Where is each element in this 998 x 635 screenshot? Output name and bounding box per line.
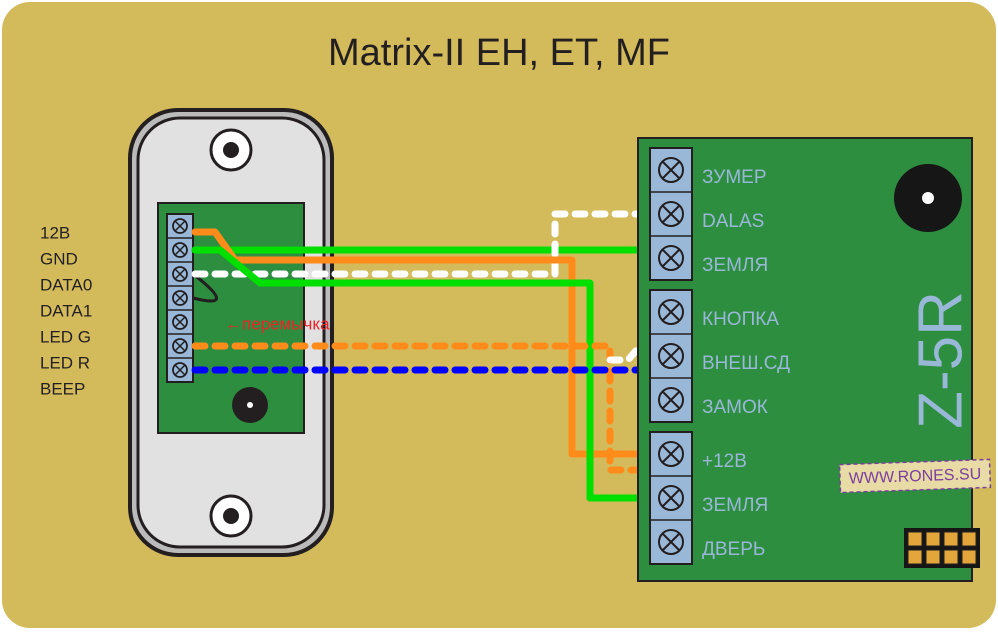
controller-pin-label: ВНЕШ.СД [702,353,790,374]
controller-pin-label: ЗЕМЛЯ [702,255,768,276]
controller-pin-label: ЗАМОК [702,397,768,418]
diagram-title: Matrix-II EH, ET, MF [328,32,670,74]
controller-pin-label: +12B [702,451,747,472]
pin-label: GND [40,249,78,268]
watermark: WWW.RONES.SU [840,459,991,492]
pin-label: BEEP [40,379,85,398]
controller-pin-label: ДВЕРЬ [702,539,765,560]
pin-label: DATA0 [40,275,92,294]
pin-label: 12B [40,223,70,242]
controller-pin-label: ЗЕМЛЯ [702,495,768,516]
wiring-diagram: Matrix-II EH, ET, MF 12B GND DATA0 DATA1 LED … [0,0,998,630]
pin-label: LED G [40,327,91,346]
pin-label: DATA1 [40,301,92,320]
controller-model-label: Z-5R [906,291,975,429]
jumper-label: ←перемычка [225,314,330,333]
controller-pin-label: DALAS [702,211,764,232]
controller-pin-label: ЗУМЕР [702,167,767,188]
controller-pin-label: КНОПКА [702,309,779,330]
pin-label: LED R [40,353,90,372]
